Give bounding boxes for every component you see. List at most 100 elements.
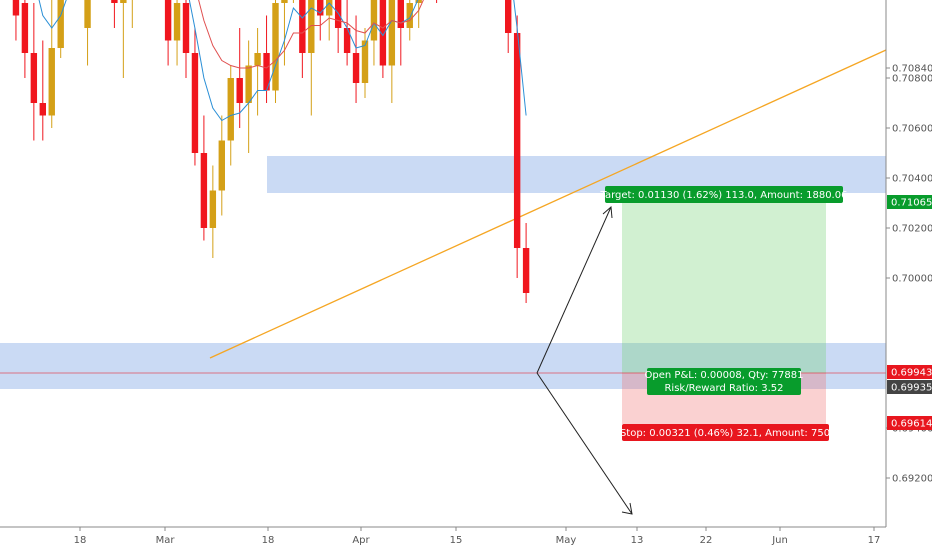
candle-body [343, 28, 351, 53]
y-tick-label: 0.70000 [892, 274, 932, 285]
candle [21, 0, 29, 78]
ema-lines-group [38, 0, 527, 122]
candle-body [84, 0, 91, 28]
x-tick-label: Apr [352, 535, 370, 546]
y-tick-label: 0.70800 [892, 74, 932, 85]
candle [236, 28, 243, 128]
candle [173, 0, 181, 66]
candle [505, 0, 512, 53]
x-tick-label: 18 [74, 535, 87, 546]
x-axis-ticks: 18 Mar 18 Apr 15 May 13 22 Jun 17 [74, 527, 881, 546]
candle [272, 0, 279, 103]
candle-body [39, 103, 46, 116]
candle-body [236, 78, 243, 103]
price-tag-label: 0.71065 [891, 198, 932, 209]
y-tick-label: 0.70400 [892, 174, 932, 185]
candle-body [182, 3, 190, 53]
candle-body [299, 0, 306, 53]
target-label-bg [605, 186, 843, 203]
candle [406, 0, 413, 41]
candle [131, 0, 133, 28]
x-tick-label: May [556, 535, 577, 546]
candle [84, 0, 91, 66]
candle-body [111, 0, 118, 3]
y-tick-label: 0.70840 [892, 64, 932, 75]
x-tick-label: Jun [771, 535, 788, 546]
candle-body [254, 53, 261, 66]
y-tick-label: 0.69200 [892, 474, 932, 485]
candle [436, 0, 438, 3]
candle-body [191, 53, 199, 153]
price-tag: 0.69614 [887, 416, 932, 430]
x-tick-label: 18 [262, 535, 275, 546]
ema-mid-line [198, 0, 424, 69]
x-tick-label: 22 [700, 535, 713, 546]
candle-body [227, 78, 234, 141]
candle-body [326, 0, 333, 16]
candle-body [317, 0, 324, 16]
candle-body [200, 153, 208, 228]
candle [164, 0, 172, 66]
candle [308, 0, 315, 116]
candle [513, 15, 521, 278]
candle [48, 0, 55, 128]
candle [191, 28, 199, 166]
candle [254, 28, 261, 116]
y-tick-label: 0.70200 [892, 224, 932, 235]
candle [120, 0, 127, 78]
y-axis-bg [886, 0, 932, 550]
candle-body [415, 0, 422, 3]
candle [281, 0, 288, 66]
price-tag: 0.71065 [887, 195, 932, 209]
candle [263, 15, 270, 103]
candle-body [12, 0, 20, 16]
pnl-label: Open P&L: 0.00008, Qty: 77881 [645, 370, 804, 381]
candle-body [57, 0, 64, 48]
candle-body [164, 0, 172, 41]
candle [292, 0, 294, 3]
projection-arrows [536, 205, 633, 515]
candle [522, 223, 530, 303]
price-tag-label: 0.69943 [891, 368, 932, 379]
rr-label: Risk/Reward Ratio: 3.52 [664, 383, 783, 394]
candle [397, 0, 404, 66]
candle-body [513, 33, 521, 248]
ema-fast-line [38, 0, 527, 122]
candle [245, 40, 252, 153]
down-arrow-line [536, 372, 633, 515]
candle [326, 0, 333, 41]
candle-body [272, 3, 279, 91]
candle [30, 3, 38, 141]
trendline[interactable] [209, 49, 887, 359]
candle [317, 0, 324, 41]
candle [111, 0, 118, 28]
candle [299, 0, 306, 78]
candle [388, 0, 396, 103]
candle-body [361, 40, 369, 83]
candle-body [263, 53, 270, 91]
x-tick-label: 17 [868, 535, 881, 546]
candle-body [379, 0, 387, 66]
pnl-label-bg [647, 368, 801, 395]
candle [415, 0, 422, 28]
candle-body [245, 65, 252, 103]
candle-body [308, 0, 315, 53]
candles-group [12, 0, 530, 303]
x-tick-label: 15 [450, 535, 463, 546]
candle [200, 115, 208, 241]
y-tick-label: 0.70600 [892, 124, 932, 135]
candle-body [370, 0, 378, 41]
candle-body [406, 3, 413, 28]
candle-body [397, 0, 404, 28]
x-tick-label: Mar [156, 535, 176, 546]
candle [334, 0, 342, 53]
candle-body [209, 190, 217, 228]
candle-body [21, 3, 29, 53]
candle [379, 0, 387, 78]
up-arrow-line [536, 206, 612, 374]
candle [370, 0, 378, 66]
up-arrow-head [602, 205, 613, 219]
candle-body [173, 3, 181, 41]
down-arrow-head [621, 502, 633, 515]
